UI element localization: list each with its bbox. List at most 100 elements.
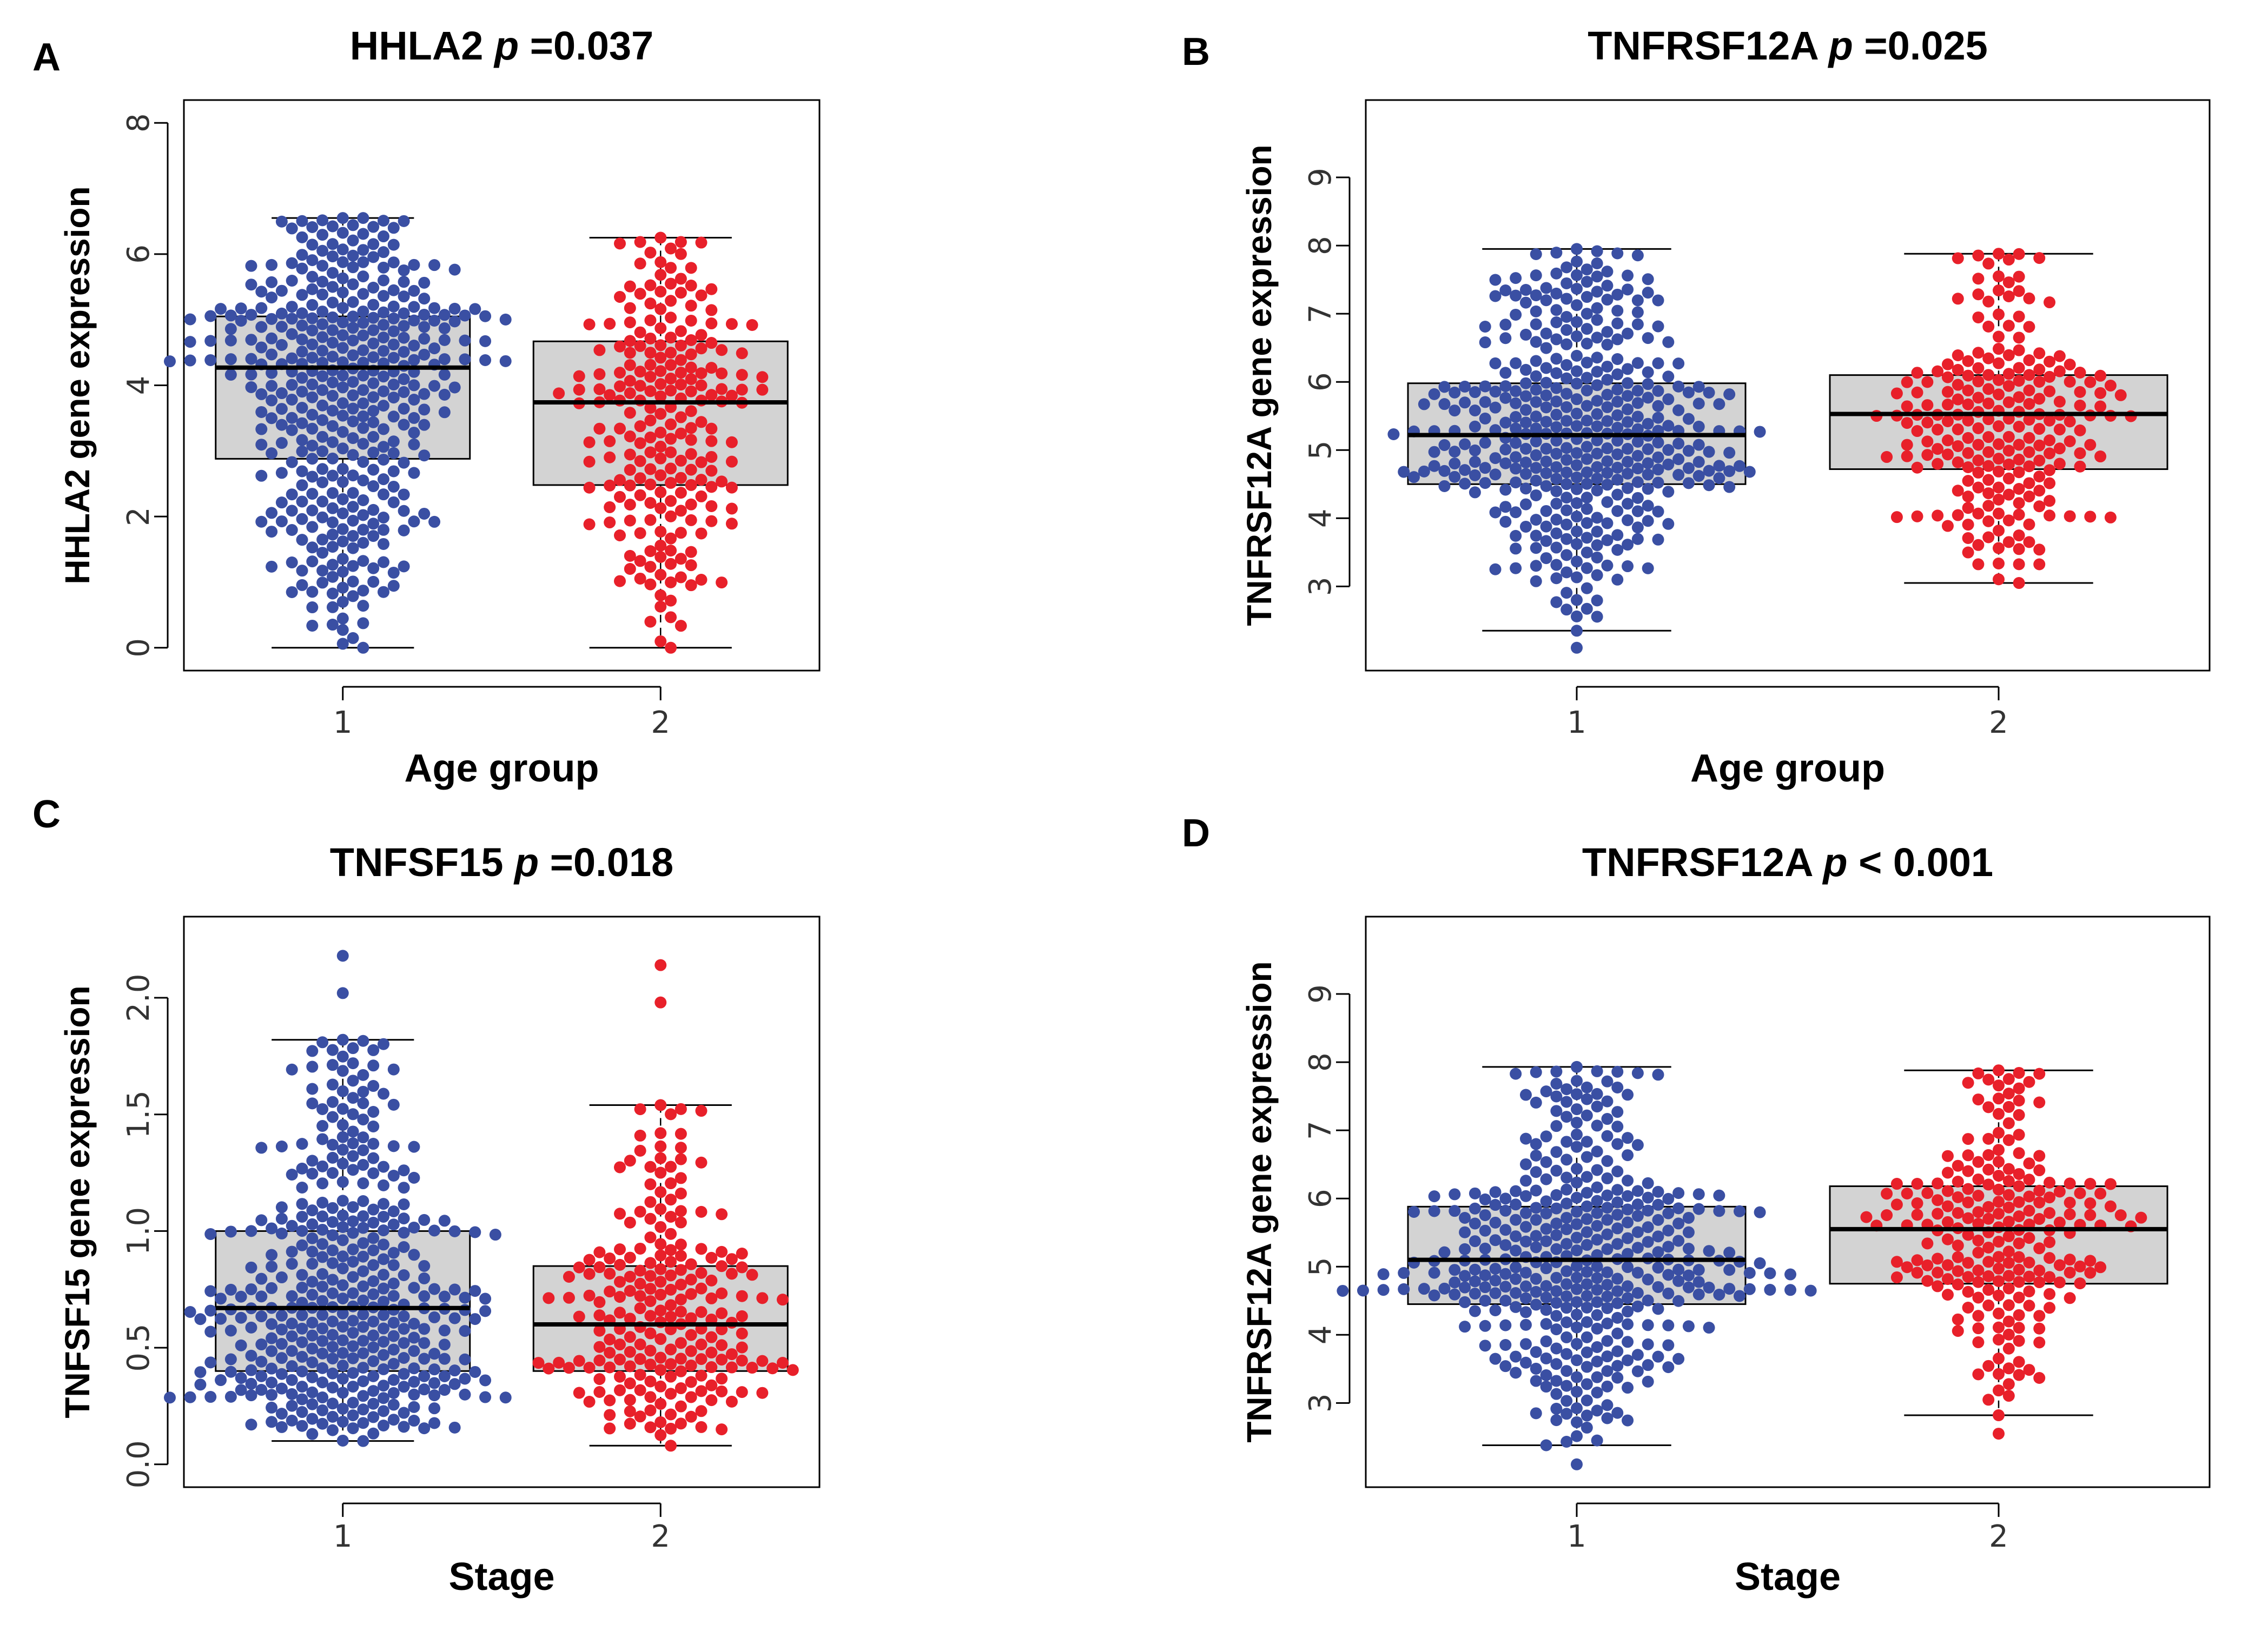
data-point <box>1418 465 1430 478</box>
data-point <box>1932 509 1944 522</box>
points-group-2 <box>1870 248 2137 589</box>
data-point <box>1571 1116 1583 1129</box>
data-point <box>634 527 646 539</box>
data-point <box>1611 1121 1624 1133</box>
data-point <box>459 1388 471 1401</box>
data-point <box>1479 1224 1491 1237</box>
data-point <box>675 1382 687 1395</box>
data-point <box>306 1316 319 1329</box>
data-point <box>418 333 431 345</box>
data-point <box>1510 1273 1522 1285</box>
data-point <box>1571 393 1583 406</box>
data-point <box>1510 437 1522 449</box>
data-point <box>654 1397 667 1410</box>
data-point <box>1591 611 1603 623</box>
data-point <box>1682 445 1695 457</box>
data-point <box>479 335 492 347</box>
data-point <box>224 309 237 322</box>
data-point <box>1672 357 1685 370</box>
data-point <box>695 456 707 468</box>
data-point <box>398 1310 410 1322</box>
data-point <box>306 352 319 364</box>
data-point <box>675 1353 687 1365</box>
data-point <box>2064 435 2076 448</box>
data-point <box>306 1245 319 1258</box>
data-point <box>296 231 308 243</box>
data-point <box>1982 515 1995 527</box>
data-point <box>398 524 410 536</box>
data-point <box>336 612 349 625</box>
data-point <box>1982 1241 1995 1254</box>
data-point <box>1499 332 1512 344</box>
data-point <box>1622 1149 1634 1162</box>
data-point <box>1611 505 1624 517</box>
data-point <box>654 1289 667 1301</box>
data-point <box>316 495 329 508</box>
data-point <box>448 1283 461 1296</box>
chart-title: TNFRSF12A p =0.025 <box>1588 23 1988 68</box>
data-point <box>418 348 431 361</box>
data-point <box>347 1352 359 1364</box>
data-point <box>1449 386 1461 399</box>
data-point <box>357 1417 369 1429</box>
data-point <box>357 329 369 342</box>
data-point <box>1581 1186 1593 1199</box>
data-point <box>624 335 636 347</box>
data-point <box>326 571 339 583</box>
data-point <box>336 316 349 329</box>
data-point <box>1540 1291 1552 1304</box>
data-point <box>306 324 319 337</box>
data-point <box>1723 388 1736 401</box>
data-point <box>224 323 237 335</box>
data-point <box>1993 525 2005 537</box>
data-point <box>266 1222 278 1235</box>
data-point <box>266 380 278 392</box>
data-point <box>224 368 237 381</box>
data-point <box>1703 446 1715 458</box>
data-point <box>1591 1234 1603 1246</box>
data-point <box>2033 1276 2046 1289</box>
data-point <box>1418 398 1430 410</box>
data-point <box>448 302 461 315</box>
data-point <box>1662 444 1675 456</box>
data-point <box>296 534 308 546</box>
data-point <box>1631 410 1644 423</box>
data-point <box>2033 1371 2046 1384</box>
data-point <box>1459 396 1471 409</box>
data-point <box>1982 487 1995 500</box>
data-point <box>377 332 389 344</box>
data-point <box>316 533 329 546</box>
data-point <box>347 278 359 290</box>
data-point <box>1662 1269 1675 1281</box>
data-point <box>1571 459 1583 472</box>
data-point <box>1561 1096 1573 1108</box>
data-point <box>1519 456 1532 469</box>
data-point <box>255 1384 268 1396</box>
data-point <box>593 1373 606 1386</box>
data-point <box>675 1417 687 1430</box>
data-point <box>705 1361 718 1374</box>
data-point <box>1550 1310 1563 1322</box>
data-point <box>2002 1378 2015 1390</box>
data-point <box>1723 481 1736 493</box>
data-point <box>1550 382 1563 394</box>
data-point <box>1428 446 1440 458</box>
data-point <box>459 1373 471 1385</box>
data-point <box>1611 1196 1624 1209</box>
data-point <box>1519 1132 1532 1145</box>
data-point <box>245 1321 257 1334</box>
data-point <box>367 251 380 263</box>
data-point <box>408 467 420 479</box>
data-point <box>316 275 329 288</box>
x-tick-label: 1 <box>1567 1519 1586 1554</box>
data-point <box>1519 1221 1532 1233</box>
data-point <box>1581 1081 1593 1093</box>
data-point <box>306 586 319 598</box>
data-point <box>275 1421 288 1433</box>
data-point <box>1561 1154 1573 1166</box>
data-point <box>1581 1213 1593 1225</box>
data-point <box>266 367 278 379</box>
data-point <box>665 1283 677 1296</box>
data-point <box>1601 534 1614 546</box>
title-p-value: =0.037 <box>519 23 653 68</box>
